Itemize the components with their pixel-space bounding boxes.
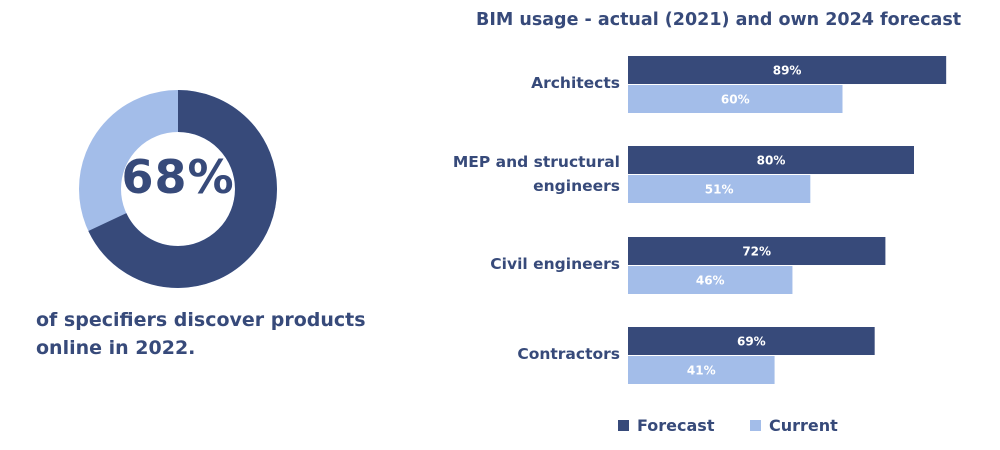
category-label: MEP and structural engineers [452,153,620,195]
bar-data-label: 51% [705,183,734,197]
bar-data-label: 46% [696,274,725,288]
category-label: Contractors [517,345,620,363]
bar-data-label: 60% [721,93,750,107]
bar-data-label: 72% [742,245,771,259]
legend-label: Forecast [637,416,715,435]
donut-caption: of specifiers discover products online i… [36,309,366,359]
bar-data-label: 80% [757,154,786,168]
bar-forecast [628,327,875,355]
bar-forecast [628,56,947,84]
legend-current: Current [750,416,838,435]
bar-data-label: 89% [773,64,802,78]
legend-label: Current [769,416,838,435]
bar-data-label: 41% [687,364,716,378]
bar-current [628,85,843,113]
bar-forecast [628,237,886,265]
bar-data-label: 69% [737,335,766,349]
bar-current [628,175,811,203]
donut-chart [79,90,277,288]
donut-value: 68% [121,150,235,204]
bar-current [628,356,775,384]
bar-current [628,266,793,294]
legend-forecast: Forecast [618,416,714,435]
chart-title: BIM usage - actual (2021) and own 2024 f… [476,10,962,30]
legend-swatch [618,420,629,431]
legend-swatch [750,420,761,431]
bar-forecast [628,146,914,174]
category-label: Civil engineers [490,255,620,273]
category-label: Architects [531,74,620,92]
donut-fill [79,90,277,288]
